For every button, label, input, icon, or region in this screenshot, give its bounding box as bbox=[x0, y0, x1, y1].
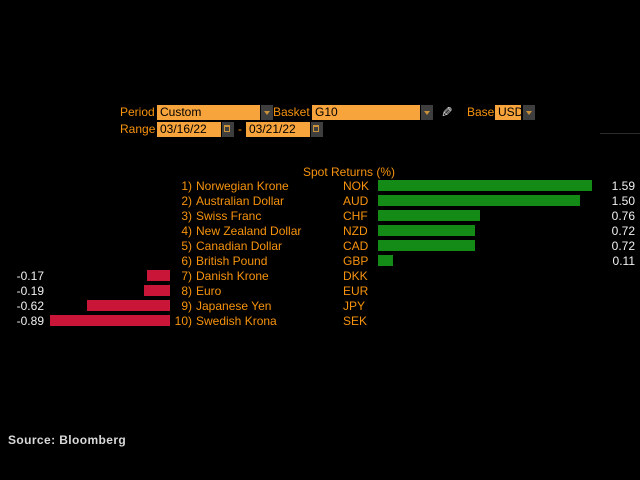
row-rank: 9) bbox=[181, 299, 192, 313]
positive-return-bar bbox=[378, 255, 393, 266]
currency-name: Japanese Yen bbox=[196, 299, 272, 313]
currency-name: Australian Dollar bbox=[196, 194, 285, 208]
currency-name: New Zealand Dollar bbox=[196, 224, 302, 238]
currency-name: Canadian Dollar bbox=[196, 239, 283, 253]
currency-row[interactable]: 1) Norwegian Krone NOK bbox=[0, 179, 640, 194]
base-dropdown[interactable]: USD bbox=[495, 105, 535, 120]
positive-return-bar bbox=[378, 180, 592, 191]
row-rank: 1) bbox=[181, 179, 192, 193]
period-label: Period bbox=[120, 105, 155, 119]
value-label: -0.89 bbox=[16, 314, 44, 328]
currency-row[interactable]: 2) Australian Dollar AUD bbox=[0, 194, 640, 209]
range-separator: - bbox=[238, 122, 242, 136]
value-label: -0.19 bbox=[16, 284, 44, 298]
currency-row[interactable]: 5) Canadian Dollar CAD bbox=[0, 239, 640, 254]
source-credit: Source: Bloomberg bbox=[8, 433, 127, 447]
row-rank: 6) bbox=[181, 254, 192, 268]
value-label: -0.62 bbox=[16, 299, 44, 313]
currency-ticker: CHF bbox=[343, 209, 368, 223]
positive-return-bar bbox=[378, 195, 580, 206]
basket-label: Basket bbox=[273, 105, 310, 119]
currency-name: Danish Krone bbox=[196, 269, 269, 283]
currency-row[interactable]: 4) New Zealand Dollar NZD bbox=[0, 224, 640, 239]
base-label: Base bbox=[467, 105, 495, 119]
negative-return-bar bbox=[50, 315, 170, 326]
chevron-down-icon[interactable] bbox=[523, 105, 535, 120]
base-value: USD bbox=[495, 105, 521, 120]
row-rank: 8) bbox=[181, 284, 192, 298]
value-label: 0.72 bbox=[611, 224, 635, 238]
value-label: 0.72 bbox=[611, 239, 635, 253]
currency-name: Swiss Franc bbox=[196, 209, 262, 223]
period-dropdown[interactable]: Custom bbox=[157, 105, 273, 120]
range-end-date-input[interactable]: 03/21/22 bbox=[246, 122, 323, 137]
currency-name: Swedish Krona bbox=[196, 314, 277, 328]
currency-name: Norwegian Krone bbox=[196, 179, 289, 193]
row-rank: 2) bbox=[181, 194, 192, 208]
currency-ticker: GBP bbox=[343, 254, 369, 268]
period-value: Custom bbox=[157, 105, 260, 120]
value-label: -0.17 bbox=[16, 269, 44, 283]
edit-pencil-icon[interactable]: ✎ bbox=[441, 104, 453, 120]
range-label: Range bbox=[120, 122, 156, 136]
currency-row[interactable]: 8) Euro EUR bbox=[0, 284, 640, 299]
currency-row[interactable]: 7) Danish Krone DKK bbox=[0, 269, 640, 284]
row-rank: 5) bbox=[181, 239, 192, 253]
value-label: 1.59 bbox=[611, 179, 635, 193]
basket-value: G10 bbox=[312, 105, 420, 120]
positive-return-bar bbox=[378, 240, 475, 251]
negative-return-bar bbox=[86, 300, 170, 311]
row-rank: 3) bbox=[181, 209, 192, 223]
currency-ticker: EUR bbox=[343, 284, 369, 298]
basket-dropdown[interactable]: G10 bbox=[312, 105, 433, 120]
currency-row[interactable]: 3) Swiss Franc CHF bbox=[0, 209, 640, 224]
currency-name: Euro bbox=[196, 284, 222, 298]
positive-return-bar bbox=[378, 225, 475, 236]
currency-ticker: DKK bbox=[343, 269, 368, 283]
currency-ticker: AUD bbox=[343, 194, 369, 208]
negative-return-bar bbox=[147, 270, 170, 281]
row-rank: 4) bbox=[181, 224, 192, 238]
divider-line bbox=[600, 133, 640, 134]
currency-row[interactable]: 10) Swedish Krona SEK bbox=[0, 314, 640, 329]
range-start-date-input[interactable]: 03/16/22 bbox=[157, 122, 234, 137]
currency-ticker: SEK bbox=[343, 314, 368, 328]
chevron-down-icon[interactable] bbox=[421, 105, 433, 120]
row-rank: 7) bbox=[181, 269, 192, 283]
range-start-value: 03/16/22 bbox=[157, 122, 221, 137]
value-label: 0.11 bbox=[612, 254, 635, 268]
calendar-icon[interactable] bbox=[222, 122, 234, 137]
currency-ticker: NOK bbox=[343, 179, 370, 193]
chevron-down-icon[interactable] bbox=[261, 105, 273, 120]
currency-ticker: CAD bbox=[343, 239, 369, 253]
currency-ticker: JPY bbox=[343, 299, 366, 313]
chart-title: Spot Returns (%) bbox=[303, 165, 396, 179]
currency-row[interactable]: 9) Japanese Yen JPY bbox=[0, 299, 640, 314]
currency-name: British Pound bbox=[196, 254, 268, 268]
value-label: 1.50 bbox=[611, 194, 635, 208]
currency-row[interactable]: 6) British Pound GBP bbox=[0, 254, 640, 269]
range-end-value: 03/21/22 bbox=[246, 122, 310, 137]
negative-return-bar bbox=[144, 285, 170, 296]
calendar-icon[interactable] bbox=[311, 122, 323, 137]
currency-ticker: NZD bbox=[343, 224, 368, 238]
value-label: 0.76 bbox=[611, 209, 635, 223]
positive-return-bar bbox=[378, 210, 481, 221]
row-rank: 10) bbox=[174, 314, 192, 328]
